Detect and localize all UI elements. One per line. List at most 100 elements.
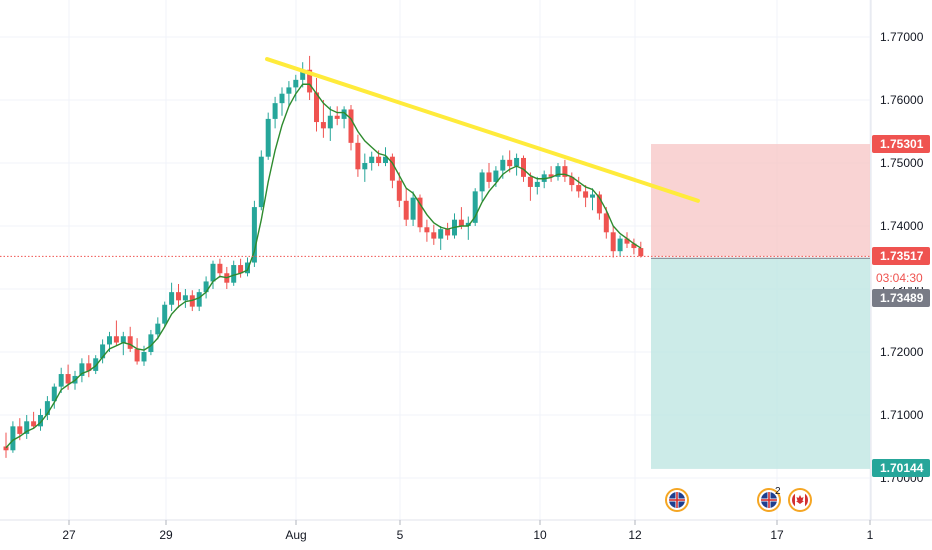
candle (355, 134, 361, 177)
candle (169, 282, 175, 312)
candle (576, 176, 582, 198)
candle (445, 222, 451, 240)
time-axis[interactable]: 27 29 Aug 5 10 12 17 1 (62, 520, 874, 542)
candle (562, 159, 568, 182)
take-profit-zone[interactable] (651, 258, 870, 469)
candle (486, 163, 492, 189)
event-canada[interactable] (788, 488, 812, 512)
candles (3, 55, 644, 458)
candle (348, 105, 354, 151)
canada-flag-icon (792, 492, 808, 508)
candle (162, 301, 168, 327)
candle (134, 338, 140, 365)
time-tick-label: 27 (62, 528, 76, 542)
price-tick-label: 1.72000 (880, 345, 924, 359)
candle (38, 408, 43, 431)
candle (465, 216, 471, 240)
event-uk-2[interactable]: 2 (757, 486, 781, 512)
ma-line (5, 83, 642, 449)
candle (258, 150, 264, 211)
candle (31, 411, 37, 429)
candle (389, 153, 395, 189)
risk-reward-zones[interactable] (651, 144, 870, 469)
price-tick-label: 1.77000 (880, 30, 924, 44)
candle (638, 241, 644, 258)
candle (403, 188, 409, 226)
candle (217, 258, 223, 278)
time-tick-label: Aug (285, 528, 306, 542)
time-tick-label: 5 (397, 528, 404, 542)
candle (300, 62, 306, 88)
candle (410, 191, 416, 226)
candle (203, 276, 209, 299)
trendline[interactable] (265, 57, 700, 203)
candle (514, 153, 520, 176)
candle (396, 172, 402, 208)
candle (438, 226, 444, 250)
candle (341, 106, 347, 129)
time-tick-label: 1 (867, 528, 874, 542)
stop-loss-zone[interactable] (651, 144, 870, 257)
candle (334, 106, 340, 126)
candle (596, 191, 602, 220)
candle (548, 166, 554, 182)
entry-price-tag: 1.73489 (872, 289, 930, 307)
candle (196, 289, 202, 312)
time-tick-label: 10 (533, 528, 547, 542)
candle (58, 367, 64, 393)
candle (417, 194, 423, 233)
candle (176, 283, 181, 308)
time-tick-label: 29 (159, 528, 173, 542)
time-tick-label: 17 (770, 528, 784, 542)
resistance-trendline[interactable] (265, 57, 700, 203)
entry-price-label: 1.73489 (880, 291, 924, 305)
candle (182, 289, 188, 308)
candle (148, 329, 154, 356)
candle (251, 200, 257, 267)
candle (327, 106, 333, 141)
candle (51, 383, 57, 409)
candle (603, 207, 609, 239)
candle (631, 238, 637, 255)
candle (307, 55, 313, 100)
stop-price-label: 1.75301 (880, 137, 924, 151)
candle (569, 172, 575, 192)
candle (100, 339, 106, 364)
candle (141, 345, 147, 366)
candle (452, 213, 457, 239)
candle (238, 258, 244, 278)
candle (24, 415, 30, 439)
candle (279, 87, 285, 116)
candle (527, 172, 533, 201)
candle (10, 421, 16, 453)
candle (293, 74, 299, 102)
candle (79, 358, 85, 383)
event-uk-1[interactable] (665, 488, 689, 512)
candle (120, 331, 126, 356)
current-price-tag: 1.73517 (872, 247, 930, 265)
target-price-label: 1.70144 (880, 461, 924, 475)
candle (320, 100, 326, 138)
target-price-tag: 1.70144 (872, 459, 930, 477)
price-tick-label: 1.71000 (880, 408, 924, 422)
candle (3, 432, 9, 458)
candle (555, 163, 561, 181)
candle (617, 235, 623, 257)
time-tick-label: 12 (628, 528, 642, 542)
current-price-label: 1.73517 (880, 249, 924, 263)
candle (44, 396, 50, 421)
candle (155, 317, 161, 340)
candle (210, 260, 216, 289)
candle (362, 153, 368, 182)
candle (534, 176, 540, 195)
candle (472, 188, 478, 226)
candle (369, 151, 375, 171)
candle (383, 147, 388, 167)
candle (590, 188, 595, 211)
candle (245, 257, 250, 277)
candle (231, 260, 237, 286)
candle (610, 226, 616, 258)
price-tick-label: 1.75000 (880, 156, 924, 170)
uk-flag-icon (761, 492, 777, 508)
